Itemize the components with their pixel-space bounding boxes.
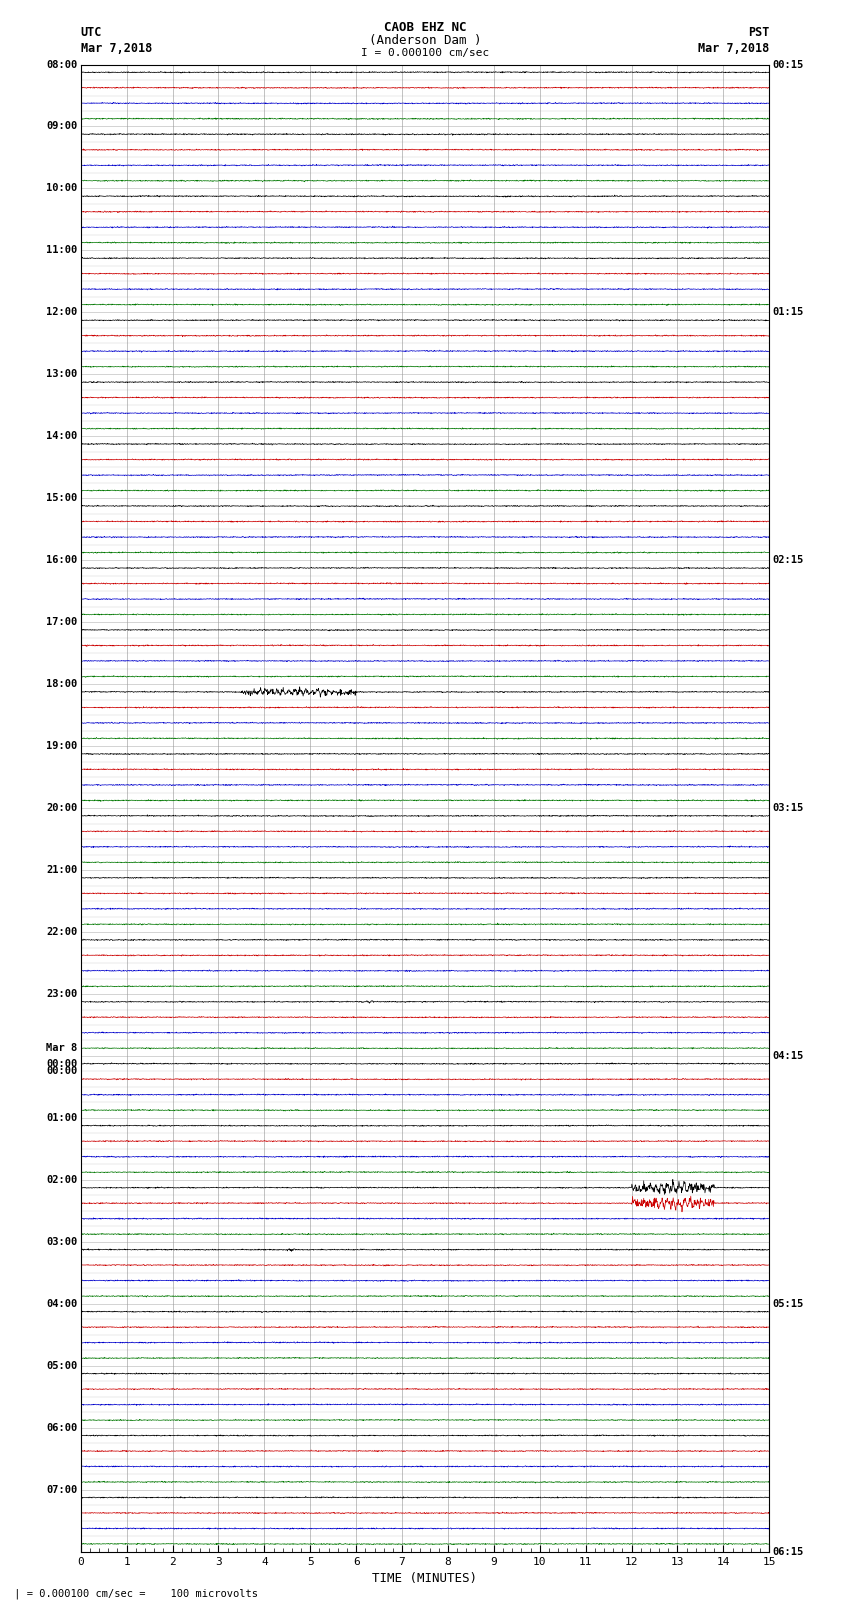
- Text: 01:00: 01:00: [46, 1113, 77, 1123]
- Text: 04:00: 04:00: [46, 1298, 77, 1308]
- Text: 17:00: 17:00: [46, 618, 77, 627]
- Text: 04:15: 04:15: [773, 1052, 804, 1061]
- Text: 16:00: 16:00: [46, 555, 77, 565]
- Text: 09:00: 09:00: [46, 121, 77, 132]
- Text: 00:00: 00:00: [46, 1060, 77, 1069]
- Text: Mar 8: Mar 8: [46, 1042, 77, 1053]
- Text: 02:00: 02:00: [46, 1174, 77, 1186]
- Text: 11:00: 11:00: [46, 245, 77, 255]
- Text: 03:15: 03:15: [773, 803, 804, 813]
- Text: 10:00: 10:00: [46, 184, 77, 194]
- Text: 13:00: 13:00: [46, 369, 77, 379]
- Text: 14:00: 14:00: [46, 431, 77, 442]
- Text: 02:15: 02:15: [773, 555, 804, 565]
- Text: (Anderson Dam ): (Anderson Dam ): [369, 34, 481, 47]
- Text: 23:00: 23:00: [46, 989, 77, 998]
- Text: 00:00: 00:00: [46, 1066, 77, 1076]
- Text: 03:00: 03:00: [46, 1237, 77, 1247]
- Text: 00:15: 00:15: [773, 60, 804, 69]
- Text: 22:00: 22:00: [46, 927, 77, 937]
- Text: 08:00: 08:00: [46, 60, 77, 69]
- Text: CAOB EHZ NC: CAOB EHZ NC: [383, 21, 467, 34]
- Text: Mar 7,2018: Mar 7,2018: [81, 42, 152, 55]
- Text: 07:00: 07:00: [46, 1484, 77, 1495]
- Text: 20:00: 20:00: [46, 803, 77, 813]
- Text: 19:00: 19:00: [46, 740, 77, 752]
- Text: I = 0.000100 cm/sec: I = 0.000100 cm/sec: [361, 48, 489, 58]
- Text: UTC: UTC: [81, 26, 102, 39]
- Text: 06:00: 06:00: [46, 1423, 77, 1432]
- Text: 05:15: 05:15: [773, 1298, 804, 1308]
- Text: 18:00: 18:00: [46, 679, 77, 689]
- X-axis label: TIME (MINUTES): TIME (MINUTES): [372, 1573, 478, 1586]
- Text: 15:00: 15:00: [46, 494, 77, 503]
- Text: 05:00: 05:00: [46, 1361, 77, 1371]
- Text: 12:00: 12:00: [46, 308, 77, 318]
- Text: 06:15: 06:15: [773, 1547, 804, 1557]
- Text: 21:00: 21:00: [46, 865, 77, 876]
- Text: Mar 7,2018: Mar 7,2018: [698, 42, 769, 55]
- Text: | = 0.000100 cm/sec =    100 microvolts: | = 0.000100 cm/sec = 100 microvolts: [8, 1589, 258, 1598]
- Text: 01:15: 01:15: [773, 308, 804, 318]
- Text: PST: PST: [748, 26, 769, 39]
